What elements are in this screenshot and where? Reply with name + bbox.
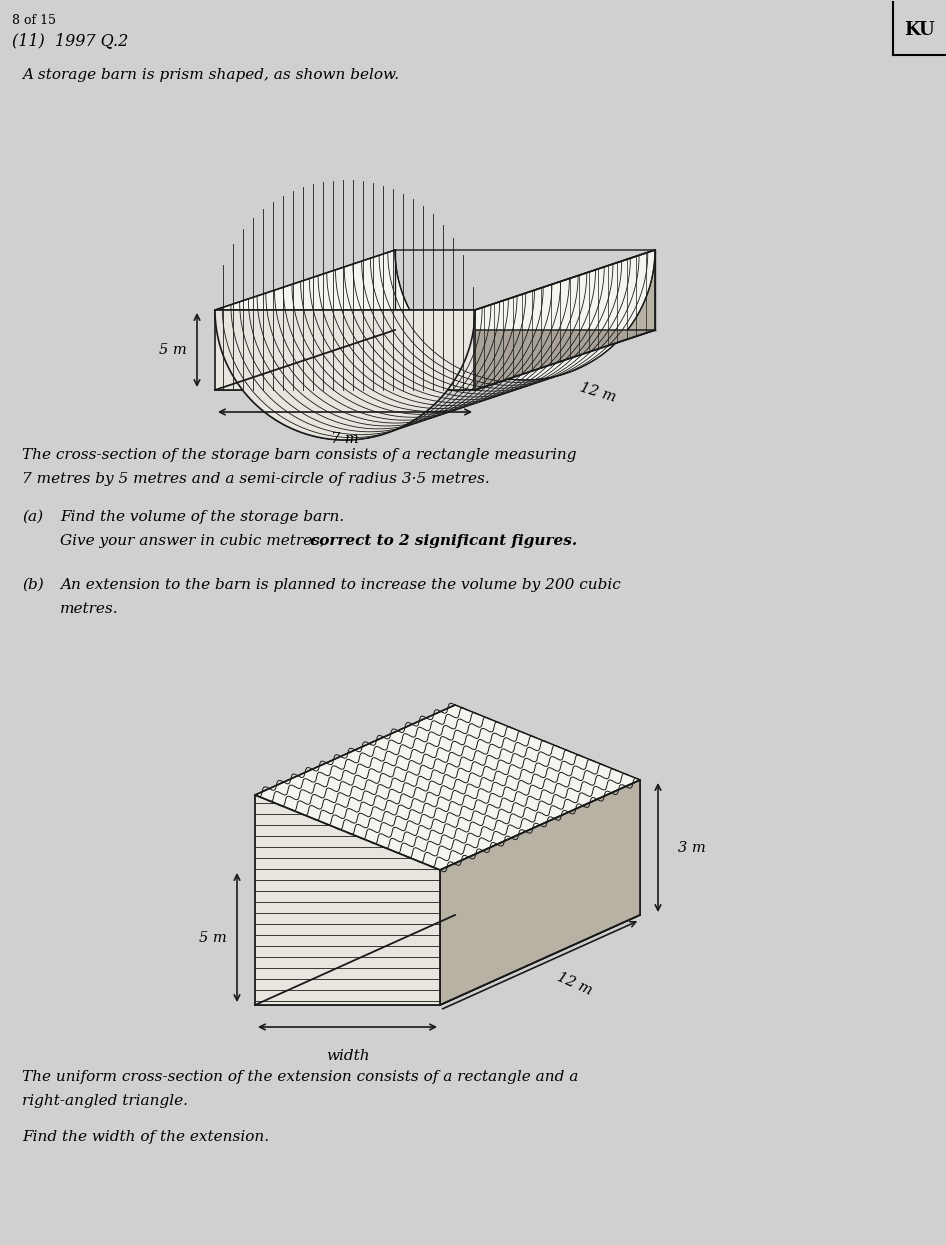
Text: A storage barn is prism shaped, as shown below.: A storage barn is prism shaped, as shown… [22,68,399,82]
Polygon shape [215,310,475,439]
Polygon shape [215,330,655,390]
Polygon shape [255,915,640,1005]
Text: 3 m: 3 m [678,840,706,854]
Text: Find the volume of the storage barn.: Find the volume of the storage barn. [60,510,344,524]
Polygon shape [215,310,475,390]
Polygon shape [255,705,640,870]
Text: metres.: metres. [60,603,118,616]
Text: 8 of 15: 8 of 15 [12,14,56,27]
Polygon shape [255,796,440,1005]
Text: 5 m: 5 m [159,344,187,357]
Polygon shape [475,250,655,390]
Text: KU: KU [903,21,935,39]
Text: 5 m: 5 m [199,930,227,945]
Text: 12 m: 12 m [555,970,594,997]
Text: Find the width of the extension.: Find the width of the extension. [22,1130,269,1144]
Polygon shape [215,250,655,439]
Text: 7 m: 7 m [331,432,359,446]
Text: (11)  1997 Q.2: (11) 1997 Q.2 [12,32,129,49]
Text: 12 m: 12 m [578,380,618,405]
Text: 7 metres by 5 metres and a semi-circle of radius 3·5 metres.: 7 metres by 5 metres and a semi-circle o… [22,472,490,486]
Text: (b): (b) [22,578,44,593]
Text: width: width [325,1050,369,1063]
Text: correct to 2 significant figures.: correct to 2 significant figures. [310,534,577,548]
Text: (a): (a) [22,510,44,524]
Text: right-angled triangle.: right-angled triangle. [22,1094,188,1108]
Text: An extension to the barn is planned to increase the volume by 200 cubic: An extension to the barn is planned to i… [60,578,621,593]
Text: Give your answer in cubic metres,: Give your answer in cubic metres, [60,534,330,548]
Text: The uniform cross-section of the extension consists of a rectangle and a: The uniform cross-section of the extensi… [22,1069,578,1084]
Text: The cross-section of the storage barn consists of a rectangle measuring: The cross-section of the storage barn co… [22,448,576,462]
Polygon shape [440,781,640,1005]
